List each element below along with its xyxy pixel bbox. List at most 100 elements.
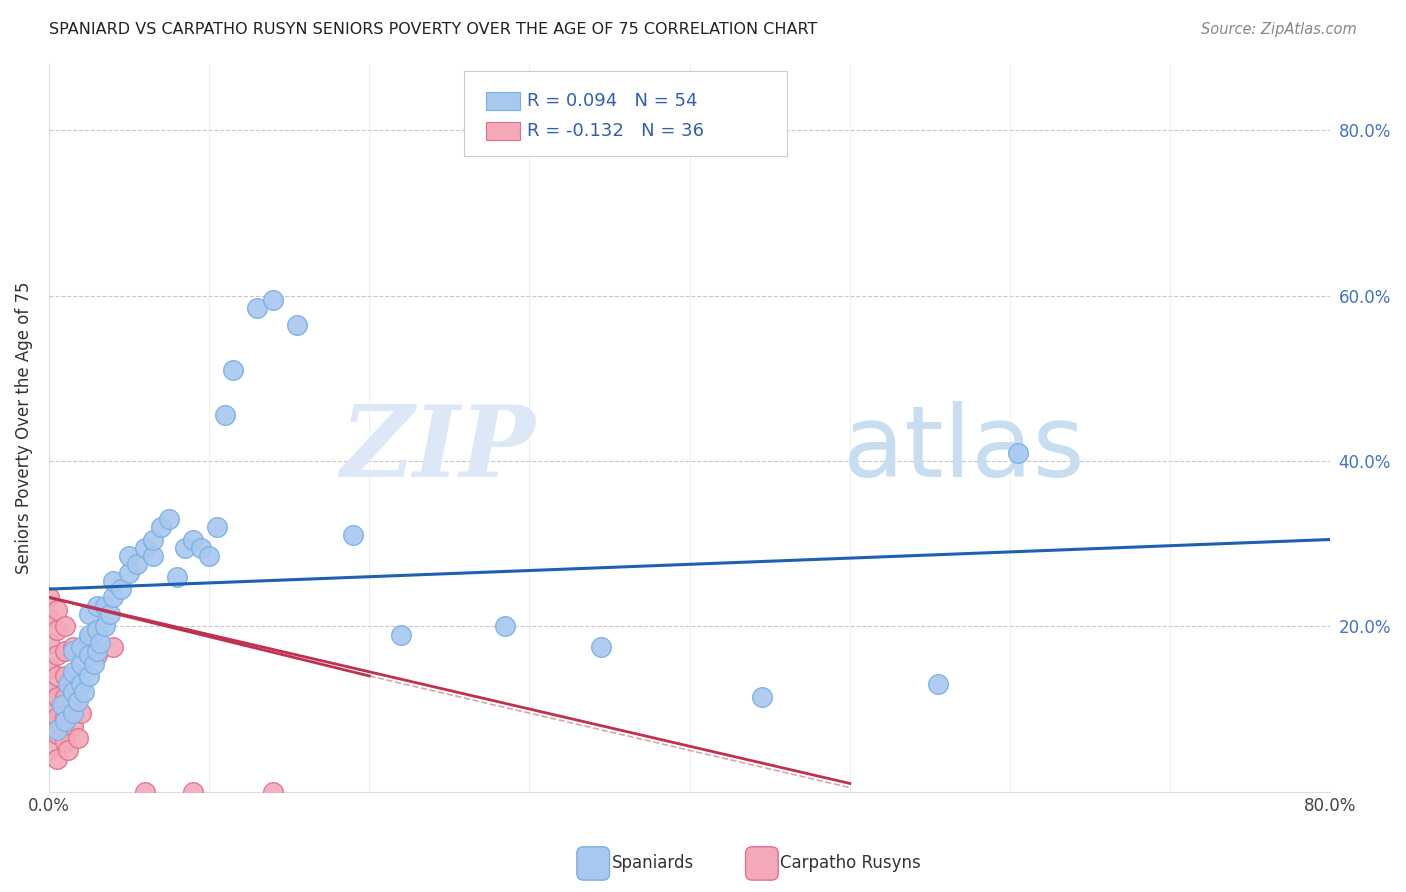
- Point: [150, 520, 173, 534]
- Point: [46, 669, 69, 683]
- Point: [38, 718, 60, 732]
- Point: [89, 636, 111, 650]
- Text: atlas: atlas: [844, 401, 1085, 499]
- Point: [62, 640, 84, 654]
- Point: [56, 677, 79, 691]
- Point: [86, 644, 108, 658]
- Point: [262, 293, 284, 307]
- Point: [142, 549, 165, 563]
- Point: [86, 648, 108, 663]
- Text: Spaniards: Spaniards: [612, 855, 693, 872]
- Point: [86, 624, 108, 638]
- Point: [181, 785, 204, 799]
- Point: [77, 627, 100, 641]
- Point: [94, 599, 117, 613]
- Text: R = -0.132   N = 36: R = -0.132 N = 36: [527, 122, 704, 140]
- Point: [46, 710, 69, 724]
- Point: [56, 743, 79, 757]
- Point: [46, 648, 69, 663]
- Point: [62, 644, 84, 658]
- Point: [38, 702, 60, 716]
- Point: [53, 735, 76, 749]
- Point: [205, 520, 228, 534]
- Point: [53, 669, 76, 683]
- Point: [38, 685, 60, 699]
- Point: [110, 582, 132, 596]
- Point: [77, 648, 100, 663]
- Point: [190, 541, 212, 555]
- Point: [142, 533, 165, 547]
- Point: [77, 607, 100, 621]
- Point: [62, 665, 84, 679]
- Point: [83, 657, 105, 671]
- Point: [118, 566, 141, 580]
- Point: [157, 512, 180, 526]
- Point: [214, 409, 236, 423]
- Point: [66, 731, 89, 745]
- Point: [342, 528, 364, 542]
- Point: [118, 549, 141, 563]
- Point: [389, 627, 412, 641]
- Y-axis label: Seniors Poverty Over the Age of 75: Seniors Poverty Over the Age of 75: [15, 282, 32, 574]
- Point: [246, 301, 269, 315]
- Point: [927, 677, 949, 691]
- Point: [285, 318, 308, 332]
- Point: [94, 619, 117, 633]
- Text: ZIP: ZIP: [340, 401, 536, 498]
- Point: [62, 694, 84, 708]
- Point: [181, 533, 204, 547]
- Point: [53, 714, 76, 729]
- Point: [38, 661, 60, 675]
- Point: [53, 644, 76, 658]
- Point: [38, 636, 60, 650]
- Point: [53, 710, 76, 724]
- Point: [46, 751, 69, 765]
- Text: R = 0.094   N = 54: R = 0.094 N = 54: [527, 92, 697, 110]
- Point: [70, 640, 93, 654]
- Point: [46, 723, 69, 737]
- Point: [51, 718, 73, 732]
- Point: [53, 619, 76, 633]
- Point: [591, 640, 613, 654]
- Point: [125, 558, 148, 572]
- Point: [46, 727, 69, 741]
- Point: [51, 698, 73, 712]
- Point: [98, 607, 121, 621]
- Point: [62, 685, 84, 699]
- Point: [1007, 445, 1029, 459]
- Text: ●: ●: [752, 854, 772, 873]
- Point: [101, 640, 124, 654]
- Point: [38, 611, 60, 625]
- Point: [70, 706, 93, 720]
- Point: [46, 624, 69, 638]
- Point: [751, 690, 773, 704]
- Text: Carpatho Rusyns: Carpatho Rusyns: [780, 855, 921, 872]
- Point: [38, 743, 60, 757]
- Point: [46, 603, 69, 617]
- Point: [70, 657, 93, 671]
- Point: [222, 363, 245, 377]
- Point: [101, 574, 124, 588]
- Point: [77, 632, 100, 646]
- Point: [101, 591, 124, 605]
- Point: [38, 591, 60, 605]
- Point: [66, 694, 89, 708]
- Point: [198, 549, 221, 563]
- Text: SPANIARD VS CARPATHO RUSYN SENIORS POVERTY OVER THE AGE OF 75 CORRELATION CHART: SPANIARD VS CARPATHO RUSYN SENIORS POVER…: [49, 22, 817, 37]
- Point: [70, 677, 93, 691]
- Point: [134, 541, 156, 555]
- Point: [77, 669, 100, 683]
- Point: [86, 599, 108, 613]
- Text: Source: ZipAtlas.com: Source: ZipAtlas.com: [1201, 22, 1357, 37]
- Point: [134, 785, 156, 799]
- Point: [73, 685, 96, 699]
- Point: [166, 570, 188, 584]
- Text: ●: ●: [583, 854, 603, 873]
- Point: [262, 785, 284, 799]
- Point: [62, 718, 84, 732]
- Point: [494, 619, 516, 633]
- Point: [62, 706, 84, 720]
- Point: [46, 690, 69, 704]
- Point: [53, 690, 76, 704]
- Point: [62, 669, 84, 683]
